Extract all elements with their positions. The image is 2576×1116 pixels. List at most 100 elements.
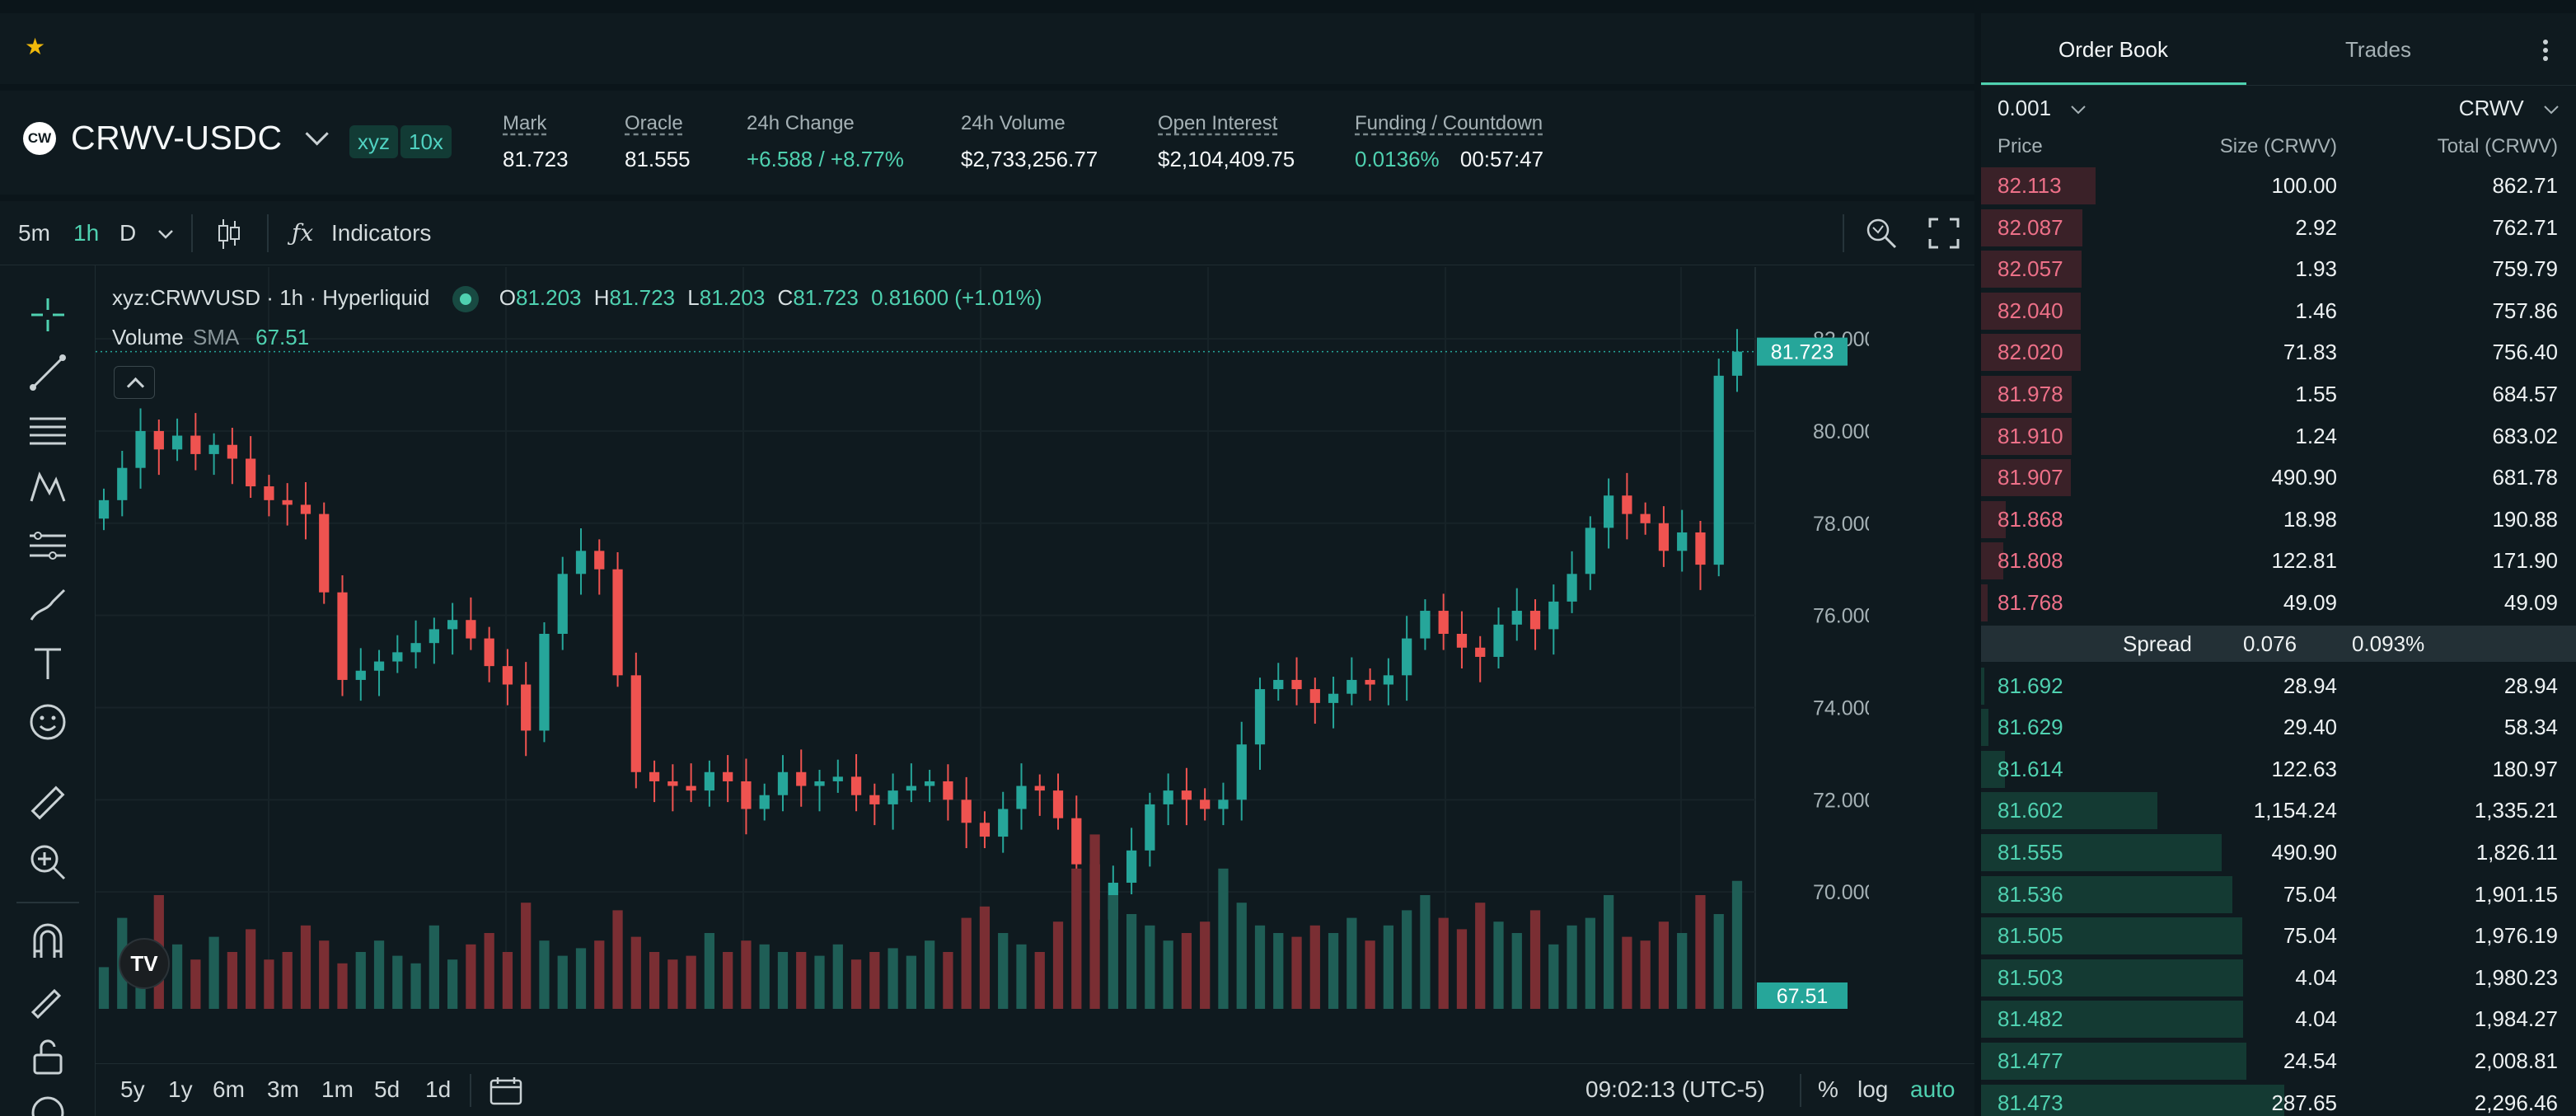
bid-row[interactable]: 81.505 75.04 1,976.19 [1981,915,2576,957]
candle-body [832,776,843,781]
emoji-icon[interactable] [28,702,68,742]
range-3m[interactable]: 3m [267,1076,299,1102]
legend-change: 0.81600 (+1.01%) [871,285,1042,310]
bid-row[interactable]: 81.602 1,154.24 1,335.21 [1981,790,2576,832]
bid-row[interactable]: 81.536 75.04 1,901.15 [1981,874,2576,916]
funding-rate: 0.0136% [1355,147,1440,171]
ask-row[interactable]: 81.868 18.98 190.88 [1981,499,2576,541]
bid-row[interactable]: 81.629 29.40 58.34 [1981,706,2576,748]
unit-select[interactable]: CRWV [2459,96,2560,121]
ask-row[interactable]: 81.910 1.24 683.02 [1981,415,2576,457]
function-icon[interactable]: ƒx [292,219,314,246]
timeframe-d[interactable]: D [119,220,137,246]
range-1y[interactable]: 1y [168,1076,193,1102]
more-vertical-icon[interactable] [2540,38,2551,63]
range-5y[interactable]: 5y [120,1076,145,1102]
timeframe-1h[interactable]: 1h [73,220,100,246]
stat-label[interactable]: Mark [503,112,547,134]
row-price: 81.629 [1998,715,2063,740]
indicators-button[interactable]: Indicators [331,220,432,246]
volume-sma-label: SMA [192,325,238,349]
calendar-icon[interactable] [489,1076,522,1105]
symbol-selector[interactable]: CW CRWV-USDC [23,119,329,157]
ruler-icon[interactable] [28,783,68,823]
percent-scale-toggle[interactable]: % [1818,1076,1838,1102]
row-total: 683.02 [2492,423,2558,448]
legend-c-key: C [777,285,794,310]
collapse-legend-button[interactable] [114,366,155,399]
eye-icon[interactable] [28,1093,68,1116]
volume-bar [1273,933,1284,1009]
range-6m[interactable]: 6m [213,1076,245,1102]
funding-countdown: 00:57:47 [1459,147,1544,171]
price-chart[interactable]: 82.00080.00078.00076.00074.00072.00070.0… [96,267,1869,1009]
magnet-icon[interactable] [28,921,68,961]
chevron-down-icon [2544,106,2559,115]
bid-row[interactable]: 81.555 490.90 1,826.11 [1981,832,2576,874]
ask-row[interactable]: 81.907 490.90 681.78 [1981,457,2576,499]
row-total: 1,901.15 [2474,881,2558,907]
ask-row[interactable]: 82.040 1.46 757.86 [1981,290,2576,332]
star-icon[interactable]: ★ [25,34,46,59]
fullscreen-icon[interactable] [1928,218,1960,249]
ask-row[interactable]: 81.808 122.81 171.90 [1981,540,2576,582]
legend-h-key: H [593,285,610,310]
range-1d[interactable]: 1d [425,1076,452,1102]
bid-row[interactable]: 81.477 24.54 2,008.81 [1981,1040,2576,1082]
candles-icon[interactable] [216,218,242,251]
bid-row[interactable]: 81.473 287.65 2,296.46 [1981,1082,2576,1116]
log-scale-toggle[interactable]: log [1857,1076,1889,1102]
tick-size-select[interactable]: 0.001 [1998,96,2087,121]
chart-panel: 5m 1h D ƒx Indicators 82.00080.00078. [0,201,1974,1116]
tab-order-book[interactable]: Order Book [2058,37,2168,62]
chevron-down-icon[interactable] [157,226,175,242]
price-tick-label: 78.000 [1813,513,1869,536]
bid-row[interactable]: 81.482 4.04 1,984.27 [1981,998,2576,1040]
volume-bar [686,955,696,1009]
volume-bar [777,952,789,1009]
brush-icon[interactable] [28,584,68,623]
ask-row[interactable]: 82.020 71.83 756.40 [1981,331,2576,373]
utc-clock[interactable]: 09:02:13 (UTC-5) [1585,1076,1765,1102]
ask-row[interactable]: 82.087 2.92 762.71 [1981,207,2576,249]
range-5d[interactable]: 5d [374,1076,400,1102]
pattern-icon[interactable] [28,468,68,508]
leverage-badge[interactable]: 10x [400,125,452,158]
crosshair-icon[interactable] [28,295,68,335]
auto-scale-toggle[interactable]: auto [1910,1076,1955,1102]
zoom-search-icon[interactable] [1864,216,1899,251]
row-size: 4.04 [2295,964,2337,990]
row-total: 180.97 [2492,756,2558,781]
lock-pencil-icon[interactable] [28,979,68,1019]
range-1m[interactable]: 1m [321,1076,354,1102]
legend-close: 81.723 [793,285,859,310]
stat-label[interactable]: Funding / Countdown [1355,112,1543,134]
timeframe-5m[interactable]: 5m [18,220,50,246]
depth-bar [1981,292,2082,330]
candle-body [630,675,641,772]
candle-body [1493,624,1504,657]
unlock-icon[interactable] [28,1037,68,1076]
trend-line-icon[interactable] [28,353,68,392]
text-icon[interactable] [28,643,68,682]
ask-row[interactable]: 81.768 49.09 49.09 [1981,582,2576,624]
bid-row[interactable]: 81.503 4.04 1,980.23 [1981,957,2576,999]
candle-body [521,684,532,731]
projection-icon[interactable] [28,526,68,565]
ask-row[interactable]: 81.978 1.55 684.57 [1981,373,2576,415]
depth-bar [1981,1084,2285,1116]
chevron-down-icon [305,121,329,145]
row-price: 82.020 [1998,340,2063,365]
tab-trades[interactable]: Trades [2345,37,2411,62]
ask-row[interactable]: 82.057 1.93 759.79 [1981,248,2576,290]
volume-bar [1603,895,1614,1009]
orderbook-columns: Price Size (CRWV) Total (CRWV) [1981,135,2576,163]
bid-row[interactable]: 81.614 122.63 180.97 [1981,748,2576,790]
stat-label[interactable]: Oracle [625,112,683,134]
tradingview-logo-icon[interactable]: TV [119,938,170,989]
bid-row[interactable]: 81.692 28.94 28.94 [1981,665,2576,707]
fib-lines-icon[interactable] [28,410,68,450]
zoom-in-icon[interactable] [28,842,68,882]
stat-label[interactable]: Open Interest [1158,112,1278,134]
ask-row[interactable]: 82.113 100.00 862.71 [1981,165,2576,207]
